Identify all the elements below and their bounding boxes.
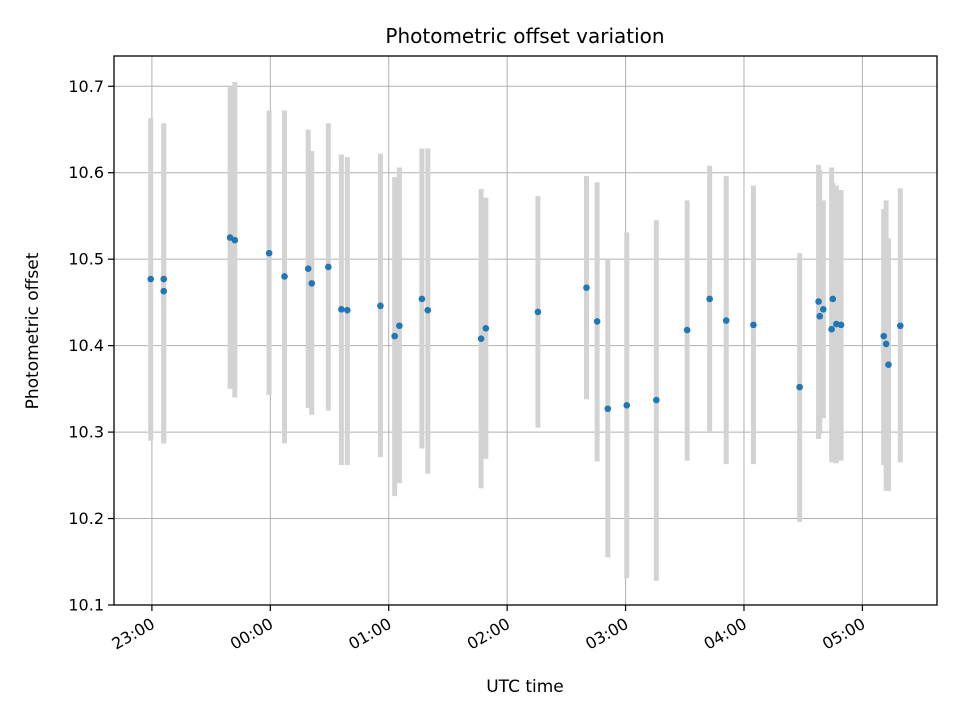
data-point [623, 401, 631, 409]
data-point [653, 396, 660, 404]
data-point [534, 308, 542, 316]
data-point [338, 306, 345, 313]
y-tick-label: 10.1 [68, 596, 104, 615]
data-point [593, 318, 601, 325]
data-point [816, 312, 824, 320]
data-point [231, 236, 239, 244]
data-point [706, 295, 713, 303]
chart-title: Photometric offset variation [385, 24, 664, 48]
data-point [160, 287, 168, 295]
y-tick-label: 10.4 [68, 336, 104, 355]
y-tick-label: 10.3 [68, 423, 104, 442]
data-point [683, 326, 691, 334]
data-point [829, 295, 837, 303]
data-point [147, 275, 155, 283]
data-point [482, 325, 490, 332]
data-point [325, 263, 332, 271]
y-tick-label: 10.2 [68, 509, 104, 528]
data-point [796, 383, 803, 391]
data-point [343, 306, 351, 314]
y-tick-label: 10.5 [68, 250, 104, 269]
data-point [281, 273, 288, 280]
data-point [418, 295, 426, 303]
data-point [820, 306, 827, 313]
data-point [265, 249, 273, 257]
data-point [308, 280, 316, 287]
data-point [377, 302, 384, 310]
data-point [750, 321, 757, 329]
data-point [477, 335, 485, 343]
data-point [828, 325, 835, 333]
y-tick-label: 10.7 [68, 77, 104, 96]
plot-frame [113, 55, 938, 606]
data-point [880, 332, 888, 340]
data-point [885, 361, 892, 368]
data-point [160, 275, 168, 283]
y-axis-ticks: 10.1 10.2 10.3 10.4 10.5 10.6 10.7 [68, 77, 114, 615]
data-point [604, 405, 612, 413]
data-point [583, 284, 590, 292]
y-tick-label: 10.6 [68, 163, 104, 182]
data-point [391, 332, 398, 340]
data-point [882, 340, 890, 348]
data-points [147, 234, 904, 413]
y-axis-label: Photometric offset [23, 252, 43, 409]
data-point [304, 265, 312, 272]
data-point [722, 317, 730, 324]
x-axis-label: UTC time [486, 677, 564, 697]
data-point [396, 322, 403, 330]
data-point [837, 321, 845, 329]
data-point [815, 298, 822, 305]
data-point [424, 306, 432, 314]
data-point [896, 322, 904, 330]
